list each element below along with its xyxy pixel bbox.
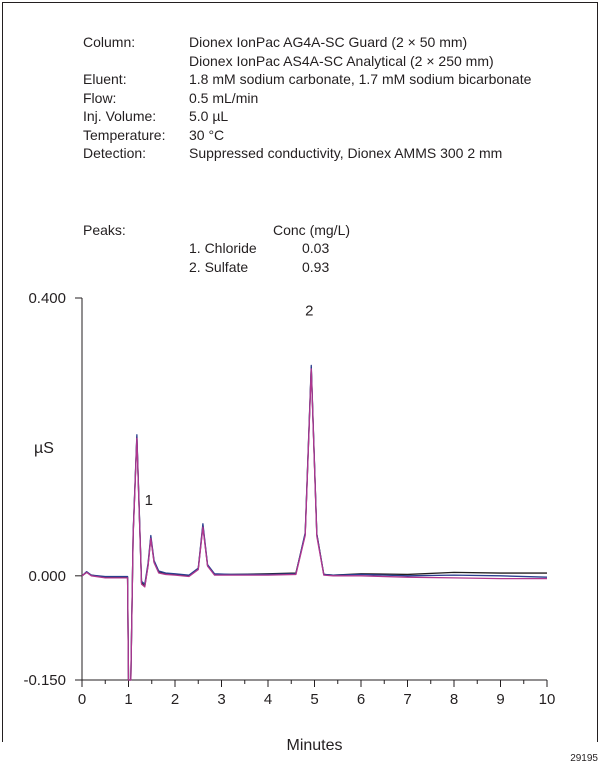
condition-value: 1.8 mM sodium carbonate, 1.7 mM sodium b… bbox=[189, 71, 532, 87]
peaks-label: Peaks: bbox=[83, 222, 126, 238]
peak-label: 1 bbox=[145, 492, 153, 509]
x-tick-label: 8 bbox=[450, 691, 458, 708]
y-tick-label: 0.000 bbox=[28, 568, 66, 585]
x-tick-label: 9 bbox=[496, 691, 504, 708]
x-tick-label: 10 bbox=[539, 691, 556, 708]
x-tick-label: 3 bbox=[217, 691, 225, 708]
condition-value: 5.0 µL bbox=[189, 108, 229, 124]
condition-value: Suppressed conductivity, Dionex AMMS 300… bbox=[189, 145, 503, 161]
condition-label: Column: bbox=[83, 34, 136, 50]
condition-label: Inj. Volume: bbox=[83, 108, 157, 124]
figure-frame bbox=[2, 2, 598, 742]
condition-label: Flow: bbox=[83, 89, 117, 106]
peak-name: 1. Chloride bbox=[189, 240, 257, 256]
y-axis-label: µS bbox=[34, 440, 54, 457]
peak-name: 2. Sulfate bbox=[189, 259, 249, 275]
x-tick-label: 1 bbox=[124, 691, 132, 708]
series-line-3 bbox=[81, 368, 547, 681]
x-tick-label: 4 bbox=[264, 691, 272, 708]
x-tick-label: 0 bbox=[78, 691, 86, 708]
chart-series-layer bbox=[81, 364, 548, 681]
x-tick-label: 2 bbox=[171, 691, 179, 708]
x-tick-label: 7 bbox=[403, 691, 411, 708]
series-line-2 bbox=[81, 364, 548, 681]
x-tick-label: 5 bbox=[310, 691, 318, 708]
condition-value: 0.5 mL/min bbox=[189, 89, 259, 106]
peak-conc: 0.93 bbox=[302, 259, 330, 275]
series-line-1 bbox=[81, 366, 547, 681]
peak-label: 2 bbox=[305, 302, 313, 319]
figure-id: 29195 bbox=[570, 753, 598, 764]
condition-value: Dionex IonPac AG4A-SC Guard (2 × 50 mm) bbox=[189, 34, 468, 50]
conc-header: Conc (mg/L) bbox=[273, 222, 351, 238]
condition-value: Dionex IonPac AS4A-SC Analytical (2 × 25… bbox=[189, 52, 494, 69]
condition-label: Detection: bbox=[83, 145, 147, 161]
x-axis-label: Minutes bbox=[286, 737, 342, 754]
peak-conc: 0.03 bbox=[302, 240, 330, 256]
chart-labels-layer: 12 bbox=[145, 302, 314, 509]
condition-label: Temperature: bbox=[83, 126, 166, 143]
x-tick-label: 6 bbox=[357, 691, 365, 708]
condition-value: 30 °C bbox=[189, 126, 225, 143]
y-tick-label: -0.150 bbox=[23, 672, 66, 689]
y-tick-label: 0.400 bbox=[28, 290, 66, 307]
condition-label: Eluent: bbox=[83, 71, 127, 87]
